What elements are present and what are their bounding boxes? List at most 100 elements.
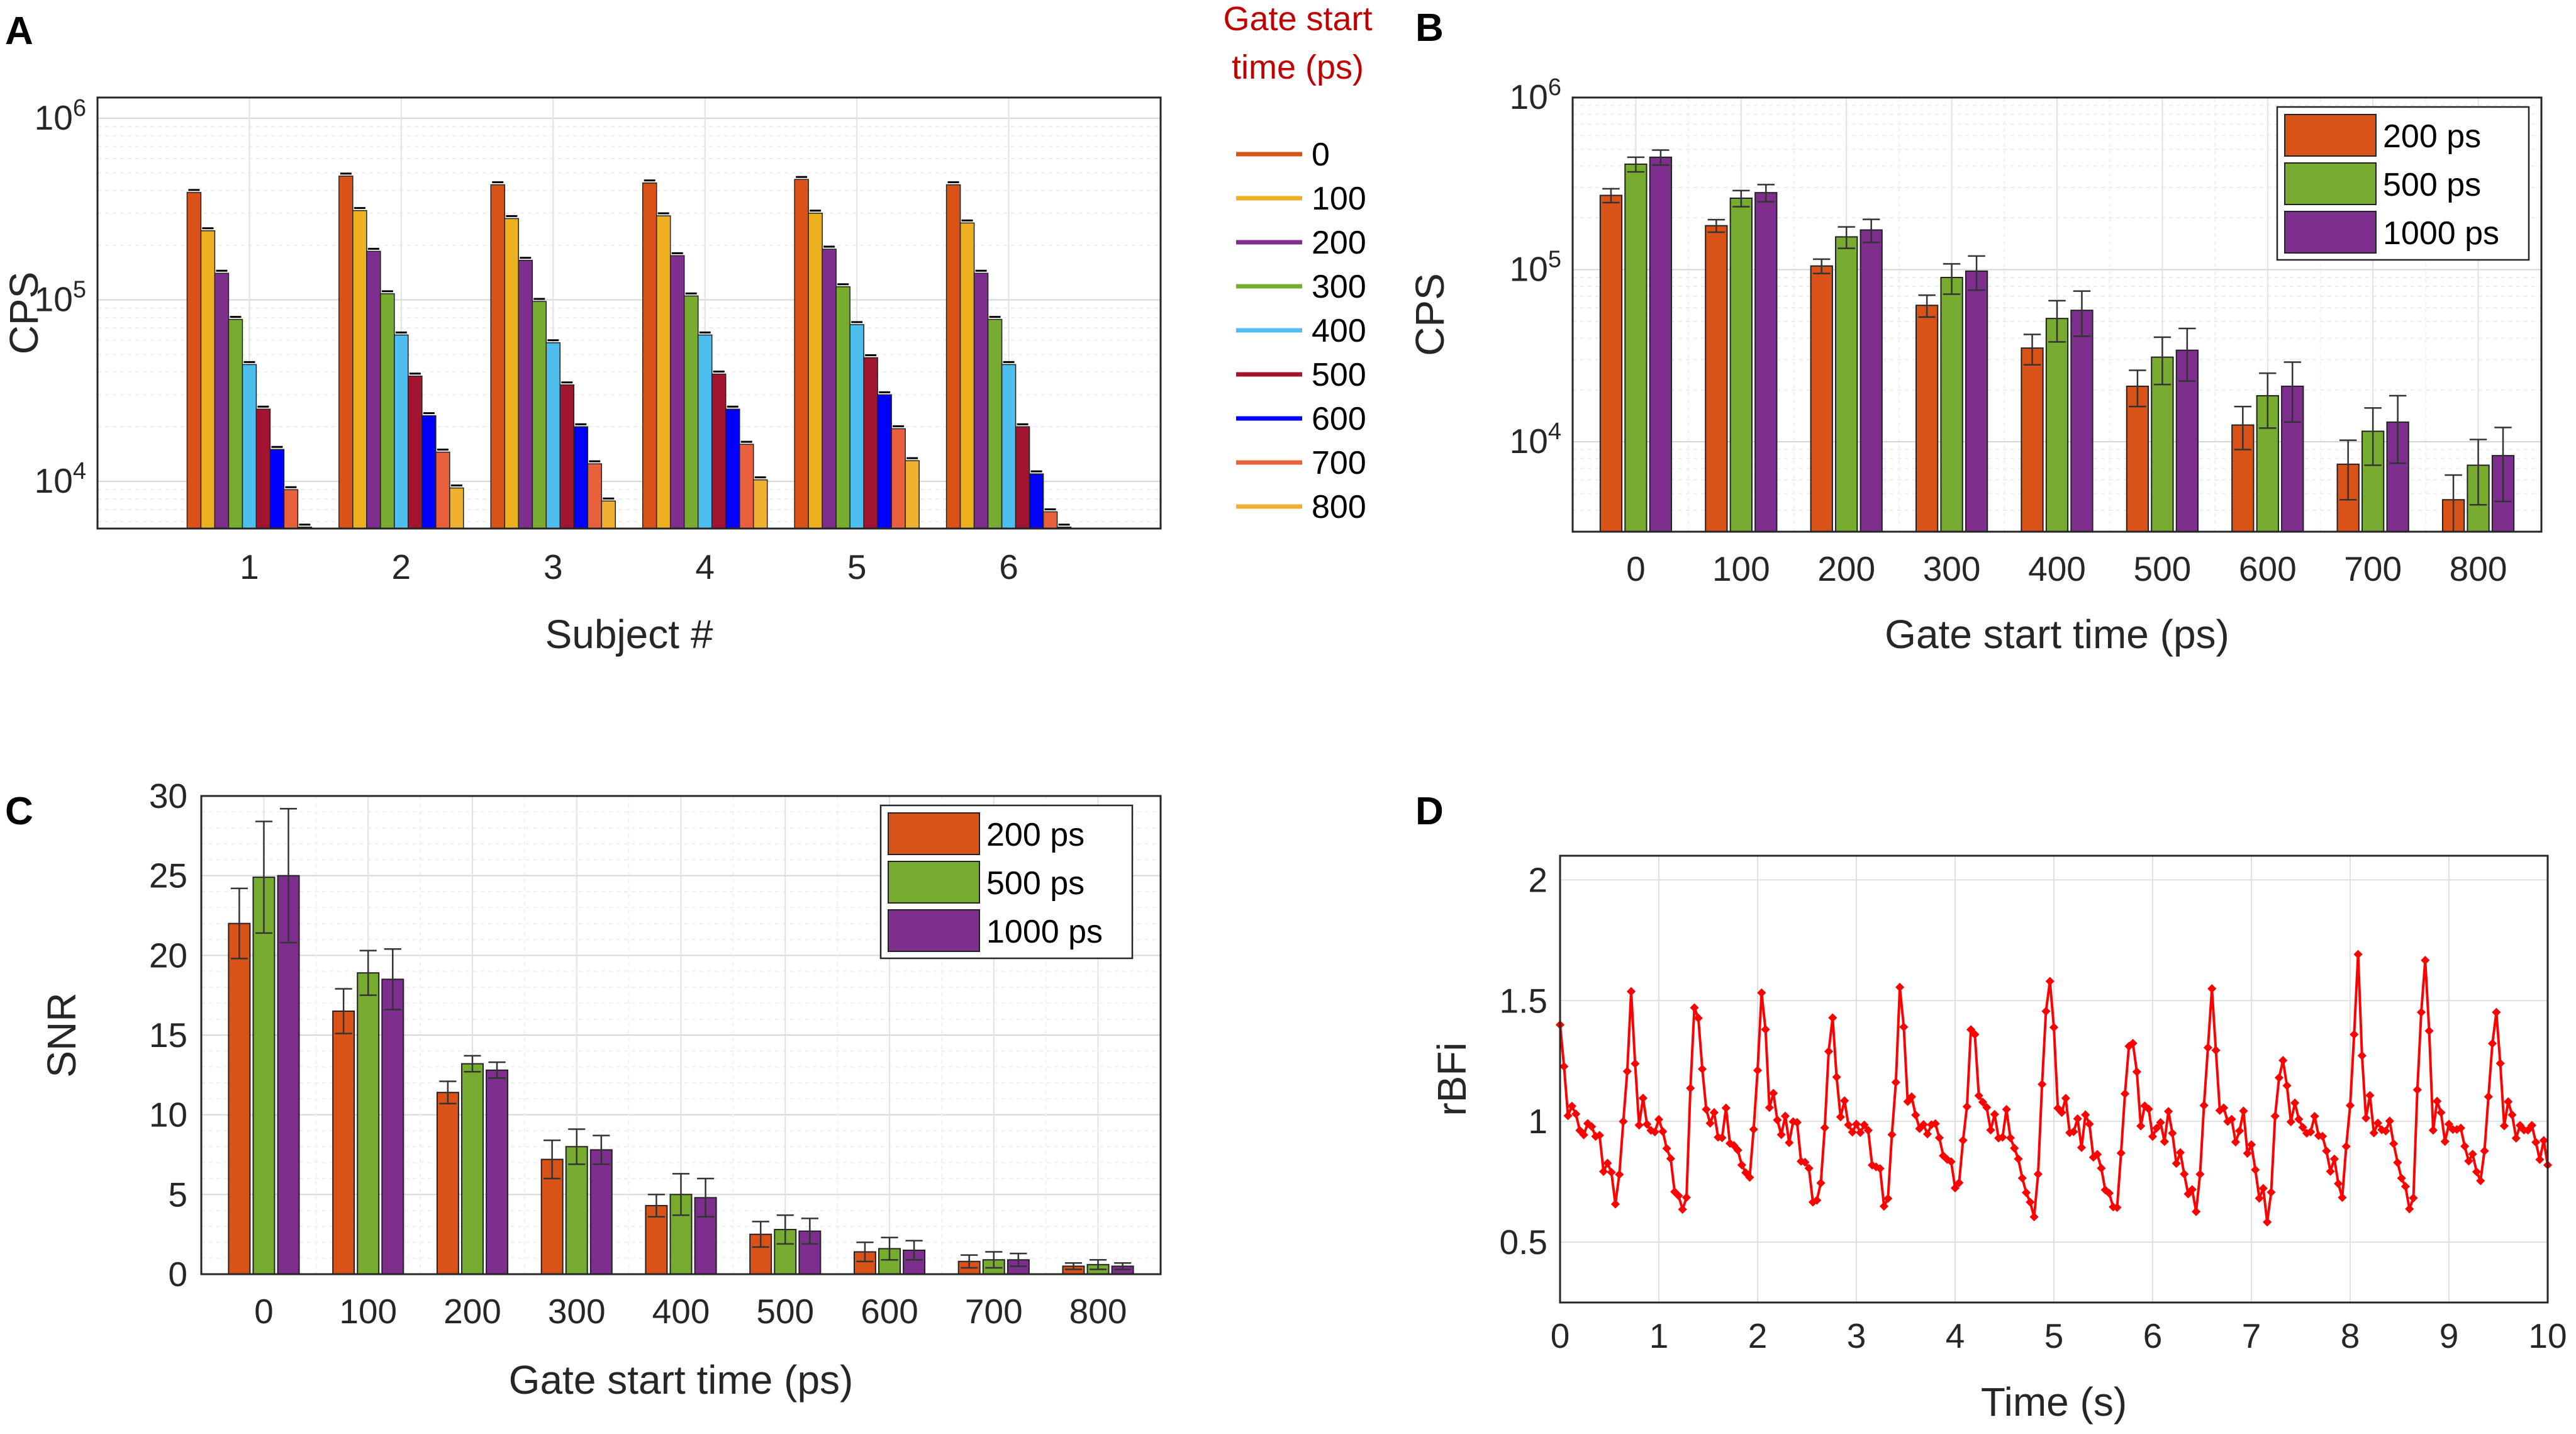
legend-swatch-200ps — [888, 812, 980, 855]
bar-200ps-400 — [2021, 347, 2044, 533]
bar-600-5 — [877, 394, 892, 529]
bar-0-5 — [794, 179, 809, 529]
legend-swatch-1000ps — [2284, 211, 2377, 254]
bar-1000ps-400 — [2070, 310, 2094, 532]
panel-label-a: A — [5, 9, 33, 53]
bar-400-2 — [394, 334, 409, 529]
bar-200ps-100 — [332, 1011, 355, 1275]
x-tick-label: 500 — [2134, 549, 2192, 588]
legend-entry-300: 300 — [1312, 269, 1366, 305]
bar-700-4 — [739, 444, 754, 529]
legend-title-line1: Gate start — [1223, 0, 1372, 38]
bar-0-4 — [642, 182, 657, 529]
x-tick-label: 7 — [2242, 1316, 2261, 1355]
bar-1000ps-0 — [1649, 156, 1673, 532]
bar-800-5 — [905, 460, 920, 529]
x-tick-label: 4 — [695, 547, 715, 586]
legend-entry-200ps: 200 ps — [986, 817, 1084, 853]
bar-200-4 — [669, 255, 685, 529]
bar-700-5 — [891, 428, 906, 529]
y-tick-label: 25 — [149, 856, 187, 895]
bar-300-2 — [380, 293, 395, 529]
axes-box — [1571, 96, 2543, 533]
bar-500ps-400 — [2045, 318, 2069, 532]
chart-b: 0 100 200 300 400 500 600 700 800 104 105 106 Gate s… — [1407, 74, 2543, 657]
bar-0-2 — [338, 176, 354, 529]
y-tick-label: 1 — [1528, 1102, 1547, 1141]
y-tick-label: 20 — [149, 936, 187, 975]
bar-100-5 — [808, 213, 823, 529]
legend-entry-600: 600 — [1312, 401, 1366, 437]
y-axis-label: rBFi — [1429, 1042, 1475, 1116]
x-tick-label: 5 — [847, 547, 867, 586]
bar-0-1 — [186, 192, 202, 529]
bar-600-2 — [421, 415, 437, 529]
bar-600-1 — [269, 449, 285, 529]
bar-200-6 — [973, 272, 989, 529]
bar-1000ps-300 — [589, 1149, 613, 1275]
bar-300-4 — [683, 295, 699, 529]
bar-400-6 — [1001, 364, 1017, 529]
y-tick-label: 106 — [35, 95, 86, 137]
axes-box — [96, 96, 1162, 530]
bar-500-5 — [863, 357, 878, 529]
bar-300-1 — [228, 318, 243, 529]
x-tick-label: 0 — [254, 1292, 274, 1331]
x-tick-label: 300 — [548, 1292, 606, 1331]
x-tick-label: 1 — [240, 547, 259, 586]
bar-200-1 — [214, 272, 230, 529]
x-axis-label: Gate start time (ps) — [509, 1357, 854, 1403]
x-tick-label: 100 — [1712, 549, 1770, 588]
bar-500ps-100 — [357, 972, 380, 1275]
legend-swatch-200ps — [2284, 114, 2377, 157]
x-tick-label: 400 — [652, 1292, 710, 1331]
legend-entry-200ps: 200 ps — [2383, 118, 2481, 155]
bar-700-3 — [587, 463, 603, 529]
x-tick-label: 4 — [1946, 1316, 1965, 1355]
y-tick-label: 104 — [1510, 418, 1561, 461]
x-tick-label: 8 — [2341, 1316, 2360, 1355]
panel-label-d: D — [1415, 790, 1444, 833]
bar-500ps-200 — [460, 1063, 484, 1275]
bar-100-4 — [655, 215, 671, 529]
x-tick-label: 600 — [2239, 549, 2297, 588]
x-tick-label: 0 — [1626, 549, 1646, 588]
chart-a: 1 2 3 4 5 6 104 105 106 Subject # CPS Gate start tim… — [1, 0, 1373, 657]
bar-200ps-200 — [1810, 265, 1833, 532]
bar-400-5 — [849, 324, 864, 529]
bar-500-3 — [559, 384, 575, 529]
bar-600-6 — [1029, 473, 1044, 529]
bar-500ps-200 — [1835, 236, 1858, 532]
y-tick-label: 15 — [149, 1016, 187, 1055]
legend-title-line2: time (ps) — [1232, 48, 1364, 86]
legend-entry-200: 200 — [1312, 225, 1366, 261]
legend-swatch-500ps — [888, 861, 980, 904]
bar-100-3 — [504, 218, 520, 529]
x-tick-label: 6 — [999, 547, 1018, 586]
x-tick-label: 10 — [2528, 1316, 2567, 1355]
x-tick-label: 400 — [2028, 549, 2086, 588]
bar-500ps-0 — [252, 877, 276, 1275]
bar-200ps-0 — [228, 922, 251, 1275]
chart-d: 0 1 2 3 4 5 6 7 8 9 10 0.5 1 1.5 2 Time (s) rBFi — [1429, 854, 2567, 1425]
bar-200ps-200 — [436, 1092, 459, 1275]
legend-entry-700: 700 — [1312, 445, 1366, 481]
x-tick-label: 2 — [392, 547, 411, 586]
legend-entry-500ps: 500 ps — [986, 865, 1084, 902]
y-tick-label: 1.5 — [1500, 981, 1547, 1020]
bar-200-2 — [366, 250, 381, 529]
x-tick-label: 3 — [1847, 1316, 1866, 1355]
y-tick-label: 105 — [35, 276, 86, 318]
bar-0-6 — [945, 184, 961, 529]
y-axis-label: SNR — [39, 992, 84, 1077]
bar-500ps-500 — [2151, 356, 2174, 533]
bar-700-1 — [283, 489, 299, 529]
x-tick-label: 700 — [965, 1292, 1023, 1331]
bar-300-3 — [532, 301, 547, 529]
bar-800-3 — [601, 500, 616, 529]
bar-500-1 — [255, 408, 271, 529]
bar-200-3 — [518, 259, 533, 529]
bar-800-2 — [449, 487, 464, 529]
bar-1000ps-200 — [1860, 229, 1883, 532]
